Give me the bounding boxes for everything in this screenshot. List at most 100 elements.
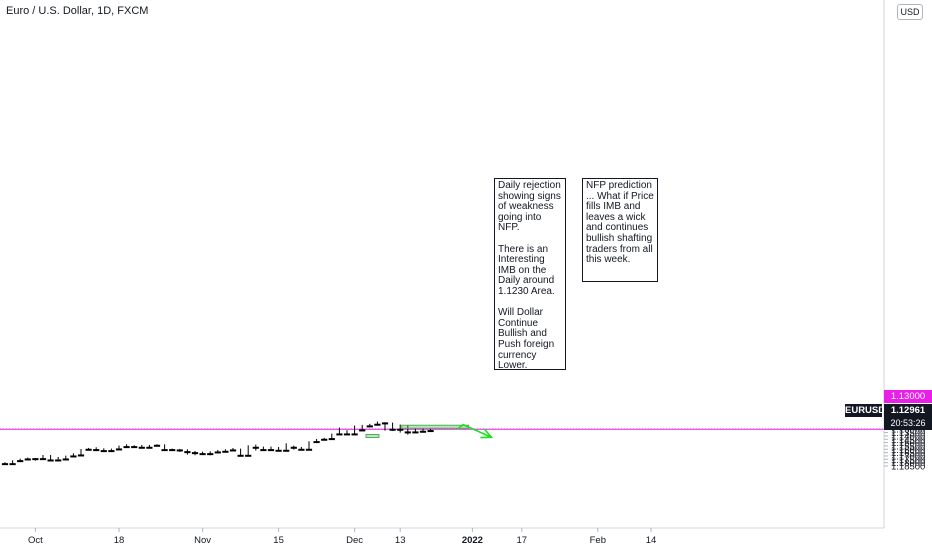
candle-body xyxy=(283,449,290,452)
currency-button[interactable]: USD xyxy=(897,4,923,20)
candle xyxy=(55,456,62,462)
candle-body xyxy=(321,438,328,441)
candle xyxy=(191,450,199,456)
bar-countdown: 20:53:26 xyxy=(890,418,926,428)
price-axis[interactable]: 1.115001.120001.125001.130001.135001.140… xyxy=(883,0,925,528)
candle-body xyxy=(351,433,358,436)
candle-body xyxy=(313,441,320,444)
candle-body xyxy=(55,459,62,462)
candle xyxy=(85,447,92,451)
price-tick-label: 1.14000 xyxy=(891,431,925,442)
candle-body xyxy=(184,451,191,454)
candle-body xyxy=(419,430,427,433)
candle xyxy=(374,421,381,426)
candle-body xyxy=(93,449,100,452)
last-price-value: 1.12961 xyxy=(890,405,926,416)
candle xyxy=(343,430,351,436)
candle xyxy=(199,451,206,456)
candle-body xyxy=(39,458,47,461)
price-tick-label: 1.15500 xyxy=(891,441,925,452)
candle-body xyxy=(275,449,282,452)
candle xyxy=(359,424,366,432)
candle xyxy=(176,448,183,452)
candle-body xyxy=(412,431,419,434)
candle xyxy=(283,443,290,452)
candle xyxy=(275,446,282,452)
candle-body xyxy=(9,463,16,466)
candle-body xyxy=(131,446,138,449)
candle xyxy=(252,444,259,451)
time-axis[interactable]: Oct 18 Nov 15 Dec 13 2022 17 Feb 14 xyxy=(0,527,884,546)
time-tick-label: Nov xyxy=(194,535,211,546)
reference-price-label: 1.13000 xyxy=(884,390,932,403)
candle xyxy=(39,454,47,461)
time-tick-label: 13 xyxy=(395,535,406,546)
time-tick-label: 15 xyxy=(273,535,284,546)
price-tick-label: 1.16500 xyxy=(891,448,925,459)
candle-body xyxy=(191,452,199,455)
candle-body xyxy=(24,458,31,461)
chart-annotations xyxy=(365,423,494,439)
candle-body xyxy=(389,428,396,431)
candle-body xyxy=(138,446,145,449)
price-tick-label: 1.15000 xyxy=(891,438,925,449)
time-tick-label: 17 xyxy=(517,535,528,546)
candle-body xyxy=(245,454,252,457)
candle-body xyxy=(336,433,343,436)
candle xyxy=(321,437,328,441)
candle xyxy=(229,447,237,452)
candle xyxy=(100,448,107,453)
candle xyxy=(313,438,320,444)
candle xyxy=(298,446,305,451)
candle-body xyxy=(305,448,313,451)
chart-title: Euro / U.S. Dollar, 1D, FXCM xyxy=(6,5,149,17)
candle-body xyxy=(290,446,297,449)
candle xyxy=(237,448,244,457)
candle-body xyxy=(374,423,381,426)
time-tick-label: 2022 xyxy=(462,535,483,546)
candle-body xyxy=(17,460,24,463)
price-tick-label: 1.13000 xyxy=(891,425,925,436)
candle-body xyxy=(161,449,168,452)
candle xyxy=(222,449,229,453)
time-tick-label: Dec xyxy=(346,535,363,546)
candle-body xyxy=(366,425,373,428)
candle-body xyxy=(427,430,434,433)
candle xyxy=(146,444,153,449)
candle-body xyxy=(85,448,92,451)
candle-body xyxy=(298,448,305,451)
candle xyxy=(366,423,373,428)
candle xyxy=(62,455,69,461)
candle-body xyxy=(62,458,69,461)
candle xyxy=(290,445,297,450)
last-price-label: 1.12961 20:53:26 xyxy=(884,404,932,430)
candle xyxy=(336,427,343,436)
candle xyxy=(70,453,77,458)
candle xyxy=(267,446,275,452)
candle xyxy=(153,444,161,447)
candle-body xyxy=(100,450,107,453)
projection-arrow-head xyxy=(480,428,494,439)
candle-body xyxy=(252,446,259,449)
candle xyxy=(24,457,31,461)
projection-arrow xyxy=(456,423,492,438)
candle xyxy=(9,460,16,466)
annotation-note-1[interactable]: Daily rejection showing signs of weaknes… xyxy=(494,178,566,371)
annotation-note-2[interactable]: NFP prediction ... What if Price fills I… xyxy=(582,178,658,282)
candle-body xyxy=(222,450,229,453)
candle xyxy=(207,451,214,456)
price-tick-label: 1.18000 xyxy=(891,458,925,469)
time-tick-label: 14 xyxy=(646,535,657,546)
candle xyxy=(404,425,411,435)
candles xyxy=(1,421,434,466)
candle xyxy=(214,449,221,454)
time-tick-label: Feb xyxy=(590,535,606,546)
candle xyxy=(161,444,168,452)
price-tick-label: 1.16000 xyxy=(891,445,925,456)
price-tick-label: 1.17500 xyxy=(891,455,925,466)
symbol-price-label: EURUSD xyxy=(845,404,886,417)
candle-body xyxy=(260,449,267,452)
price-tick-label: 1.18500 xyxy=(891,461,925,472)
candle xyxy=(351,425,358,436)
